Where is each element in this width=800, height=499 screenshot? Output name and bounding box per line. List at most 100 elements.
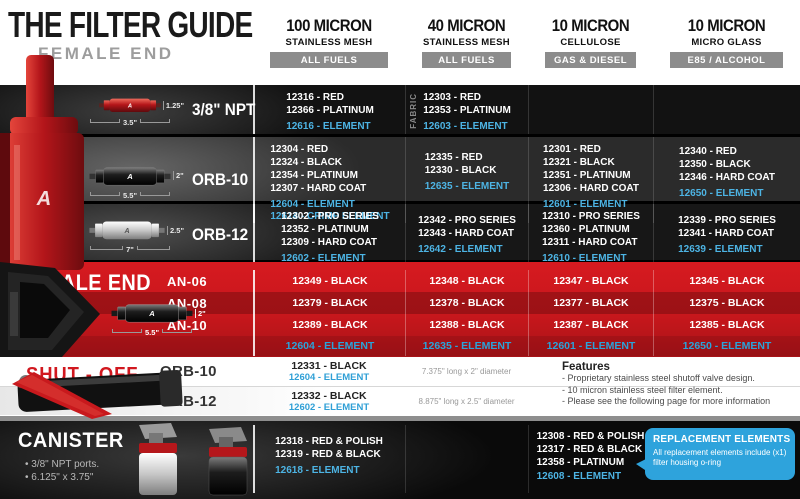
part-number: 12340 - RED <box>679 146 737 157</box>
part-number: 12308 - RED & POLISH <box>536 431 645 442</box>
height-dimension: 1.25" <box>162 100 184 110</box>
part-number: 12324 - BLACK <box>270 157 343 168</box>
part-number: 12379 - BLACK <box>253 292 405 314</box>
element-number: 12614 - CRIMP ELEMENT <box>270 211 390 222</box>
part-number: 12341 - HARD COAT <box>678 228 775 239</box>
part-number: 12318 - RED & POLISH <box>275 436 383 447</box>
element-number: 12650 - ELEMENT <box>679 188 764 199</box>
svg-text:A: A <box>123 227 129 235</box>
part-number: 12330 - BLACK <box>424 165 497 176</box>
part-number: 12301 - RED <box>543 144 601 155</box>
section-title-canister: CANISTER <box>18 429 124 452</box>
table-row: ORB-10 12331 - BLACK 12604 - ELEMENT 7.3… <box>0 357 800 386</box>
element-number: 12602 - ELEMENT <box>288 401 370 413</box>
part-cell: 12332 - BLACK 12602 - ELEMENT <box>253 390 405 413</box>
row-label: 3/8" NPT <box>192 99 256 119</box>
part-cell-empty <box>528 85 653 134</box>
fuel-badge: GAS & DIESEL <box>545 52 636 68</box>
element-number: 12602 - ELEMENT <box>281 253 366 264</box>
replacement-elements-callout: REPLACEMENT ELEMENTS All replacement ele… <box>636 428 795 480</box>
filter-illustration: A <box>89 221 165 240</box>
fuel-badge: ALL FUELS <box>270 52 388 68</box>
part-number: 12385 - BLACK <box>653 314 800 336</box>
svg-text:A: A <box>126 172 133 181</box>
row-label: ORB-12 <box>192 224 249 244</box>
part-number: 12321 - BLACK <box>543 157 615 168</box>
dimensions-note: 8.875" long x 2.5" diameter <box>418 396 515 406</box>
red-filter-image: A 1.25" 3.5" <box>88 92 184 127</box>
table-row: A 1.25" 3.5" 3/8" NPT 12316 - RED 12366 … <box>0 85 800 134</box>
part-cell: 12308 - RED & POLISH 12317 - RED & BLACK… <box>528 430 653 483</box>
filter-illustration: A <box>111 304 193 323</box>
part-number: 12348 - BLACK <box>405 270 528 292</box>
part-number: 12302 - PRO SERIES <box>281 211 379 222</box>
element-number: 12639 - ELEMENT <box>678 244 763 255</box>
height-dimension: 2.5" <box>167 225 184 235</box>
part-number: 12375 - BLACK <box>653 292 800 314</box>
element-number: 12635 - ELEMENT <box>424 181 510 192</box>
part-number: 12310 - PRO SERIES <box>542 211 640 222</box>
column-header-10-micron-micro-glass: 10 MICRON MICRO GLASS E85 / ALCOHOL <box>653 16 800 68</box>
male-filter-image: A 2" 5.5" <box>110 298 220 337</box>
canister-section: CANISTER • 3/8" NPT ports. • 6.125" x 3.… <box>0 421 800 499</box>
table-row: AN-10 12389 - BLACK 12388 - BLACK 12387 … <box>0 314 800 336</box>
part-number: 12343 - HARD COAT <box>418 228 515 239</box>
silver-filter-image: A 2.5" 7" <box>88 215 184 254</box>
shut-off-section: ORB-10 12331 - BLACK 12604 - ELEMENT 7.3… <box>0 357 800 421</box>
part-cell: 12335 - RED 12330 - BLACK 12635 - ELEMEN… <box>405 137 528 223</box>
width-dimension: 5.5" <box>90 191 170 200</box>
part-number: 12388 - BLACK <box>405 314 528 336</box>
part-number: 12316 - RED <box>286 92 344 103</box>
part-number: 12304 - RED <box>270 144 329 155</box>
dimensions-note: 7.375" long x 2" diameter <box>421 367 512 376</box>
part-number: 12347 - BLACK <box>528 270 653 292</box>
column-divider <box>405 425 406 493</box>
fuel-badge: E85 / ALCOHOL <box>670 52 783 68</box>
part-number: 12360 - PLATINUM <box>542 224 630 235</box>
part-number: 12349 - BLACK <box>253 270 405 292</box>
header: THE FILTER GUIDE FEMALE END 100 MICRON S… <box>0 0 800 85</box>
page-title: THE FILTER GUIDE <box>8 4 253 45</box>
section-label-female-end: FEMALE END <box>38 44 174 63</box>
part-number: 12303 - RED <box>423 92 481 103</box>
column-header-40-micron: 40 MICRON STAINLESS MESH ALL FUELS <box>422 16 511 68</box>
table-row: A 2" 5.5" ORB-10 12304 - RED 12324 - BLA… <box>0 137 800 223</box>
section-divider <box>0 416 800 421</box>
part-number: 12331 - BLACK <box>291 360 367 372</box>
part-number: 12389 - BLACK <box>253 314 405 336</box>
callout-title: REPLACEMENT ELEMENTS <box>653 434 791 445</box>
part-number: 12358 - PLATINUM <box>536 457 625 468</box>
male-end-section: MALE END AN-06 12349 - BLACK 12348 - BLA… <box>0 262 800 357</box>
fuel-badge: ALL FUELS <box>422 52 511 68</box>
element-number: 12601 - ELEMENT <box>543 199 628 210</box>
female-end-table: A 1.25" 3.5" 3/8" NPT 12316 - RED 12366 … <box>0 85 800 265</box>
part-cell: 12302 - PRO SERIES 12352 - PLATINUM 1230… <box>253 204 405 265</box>
element-number: 12604 - ELEMENT <box>288 372 370 383</box>
part-number: 12317 - RED & BLACK <box>536 444 643 455</box>
part-cell: FABRIC 12303 - RED 12353 - PLATINUM 1260… <box>405 85 528 134</box>
table-row: AN-08 12379 - BLACK 12378 - BLACK 12377 … <box>0 292 800 314</box>
black-filter-image: A 2" 5.5" <box>88 161 184 200</box>
part-cell: 12318 - RED & POLISH 12319 - RED & BLACK… <box>253 435 405 477</box>
table-row: AN-06 12349 - BLACK 12348 - BLACK 12347 … <box>0 270 800 292</box>
part-number: 12342 - PRO SERIES <box>418 215 516 226</box>
element-number: 12601 - ELEMENT <box>528 336 653 356</box>
element-number: 12642 - ELEMENT <box>418 244 503 255</box>
width-dimension: 5.5" <box>112 328 192 337</box>
element-number: 12650 - ELEMENT <box>653 336 800 356</box>
part-number: 12309 - HARD COAT <box>281 237 378 248</box>
element-number: 12616 - ELEMENT <box>286 121 371 132</box>
part-number: 12339 - PRO SERIES <box>678 215 776 226</box>
feature-item: - Please see the following page for more… <box>562 396 771 406</box>
svg-text:A: A <box>127 103 132 109</box>
width-dimension: 7" <box>90 245 170 254</box>
filter-illustration: A <box>99 98 161 112</box>
part-cell: 12316 - RED 12366 - PLATINUM 12616 - ELE… <box>253 85 405 134</box>
features-heading: Features <box>562 361 610 373</box>
part-cell: 12340 - RED 12350 - BLACK 12346 - HARD C… <box>653 137 800 223</box>
column-divider <box>253 425 255 493</box>
part-number: 12350 - BLACK <box>679 159 751 170</box>
part-number: 12319 - RED & BLACK <box>275 449 381 460</box>
part-cell: 12331 - BLACK 12604 - ELEMENT <box>253 360 405 383</box>
